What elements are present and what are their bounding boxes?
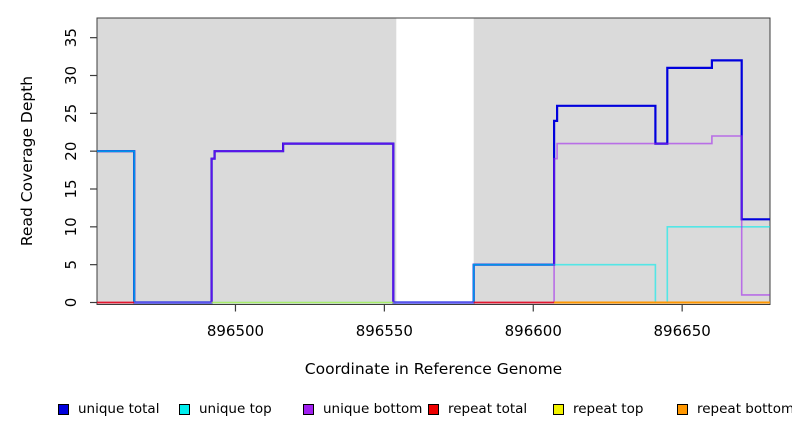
x-tick-label: 896500 [207,322,264,340]
y-tick-label: 35 [62,28,80,47]
y-tick-label: 15 [62,179,80,198]
legend-swatch-repeat-top [553,403,564,415]
shaded-region [473,18,770,304]
legend-label: unique total [78,401,160,417]
x-tick-label: 896650 [654,322,711,340]
shaded-region [97,18,397,304]
legend-label: unique top [199,401,272,417]
legend: unique total unique top unique bottom repea… [0,399,792,425]
y-tick-label: 0 [62,298,80,308]
legend-swatch-unique-total [58,403,69,415]
legend-label: unique bottom [323,401,423,417]
plot-border [96,17,771,305]
x-tick-label: 896550 [356,322,413,340]
legend-item-repeat-bottom: repeat bottom [677,399,792,419]
legend-label: repeat bottom [697,401,792,417]
legend-item-unique-bottom: unique bottom [303,399,422,419]
legend-item-repeat-top: repeat top [553,399,643,419]
y-tick-label: 10 [62,217,80,236]
legend-label: repeat top [573,401,644,417]
legend-swatch-unique-top [179,403,190,415]
y-tick-label: 30 [62,66,80,85]
legend-label: repeat total [448,401,528,417]
y-axis-title: Read Coverage Depth [18,75,36,247]
series-unique-top-line [97,150,770,304]
x-tick-label: 896600 [505,322,562,340]
legend-swatch-unique-bottom [303,403,314,415]
legend-swatch-repeat-total [428,403,439,415]
legend-item-unique-total: unique total [58,399,159,419]
y-tick-label: 25 [62,104,80,123]
legend-item-repeat-total: repeat total [428,399,527,419]
y-tick-label: 5 [62,260,80,270]
coverage-plot: 896500 896550 896600 896650 0 5 10 15 20 25 30 35 [62,17,771,340]
x-axis-title: Coordinate in Reference Genome [304,360,563,378]
y-tick-label: 20 [62,142,80,161]
legend-item-unique-top: unique top [179,399,272,419]
legend-swatch-repeat-bottom [677,403,688,415]
